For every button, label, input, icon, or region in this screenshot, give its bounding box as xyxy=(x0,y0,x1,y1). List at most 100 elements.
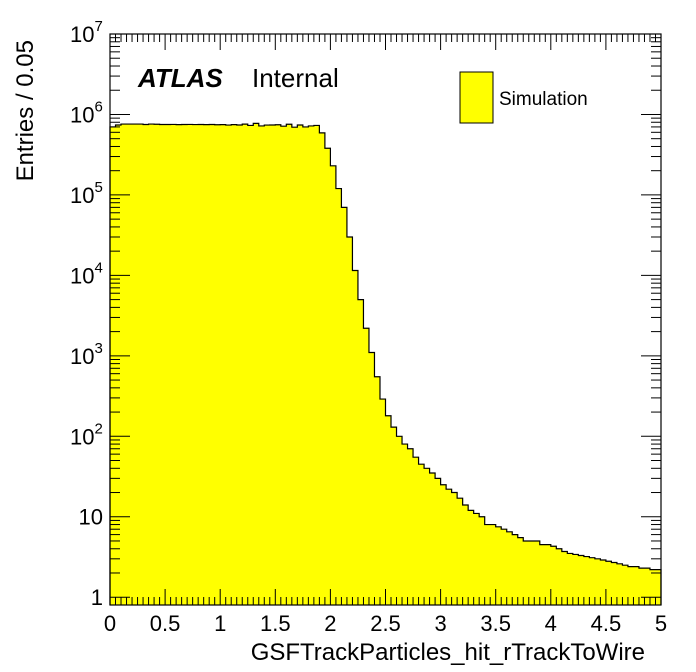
histogram-bin xyxy=(346,236,353,605)
histogram-bin xyxy=(413,457,420,605)
x-axis-ticks: 0 0.5 1 1.5 2 2.5 3 3.5 4 4.5 5 xyxy=(104,34,667,636)
histogram-bin xyxy=(236,124,243,605)
histogram-bin xyxy=(611,562,618,605)
histogram-bin xyxy=(391,427,398,605)
y-tick-label: 107 xyxy=(70,18,103,47)
atlas-label: ATLAS xyxy=(137,63,223,93)
histogram-bin xyxy=(402,444,409,605)
histogram-bin xyxy=(605,561,612,605)
x-tick-label: 0.5 xyxy=(150,611,181,636)
histogram-bin xyxy=(203,124,210,605)
x-tick-label: 4.5 xyxy=(591,611,622,636)
histogram-bin xyxy=(170,124,177,606)
histogram-bin xyxy=(539,544,546,605)
histogram-bin xyxy=(258,125,265,606)
histogram-bin xyxy=(335,188,342,605)
histogram-bin xyxy=(528,540,535,605)
histogram-bin xyxy=(302,126,309,605)
histogram-bin xyxy=(291,127,298,605)
histogram-bin xyxy=(264,125,271,605)
histogram-bin xyxy=(517,537,524,605)
histogram-bin xyxy=(275,124,282,606)
histogram-bin xyxy=(457,498,464,605)
y-tick-label: 102 xyxy=(70,420,103,449)
legend-swatch xyxy=(459,71,494,124)
histogram-bin xyxy=(269,124,276,605)
x-tick-label: 4 xyxy=(545,611,557,636)
histogram-bin xyxy=(396,436,403,605)
legend-entry-simulation: Simulation xyxy=(499,89,588,110)
histogram-bin xyxy=(424,468,431,605)
histogram-bin xyxy=(159,124,166,605)
histogram-bin xyxy=(627,566,634,605)
histogram-bin xyxy=(655,569,662,605)
histogram-bin xyxy=(462,504,469,605)
histogram-bin xyxy=(192,124,199,606)
histogram-bin xyxy=(633,566,640,605)
histogram-bin xyxy=(176,124,183,605)
histogram-bin xyxy=(374,376,381,605)
histogram-bin xyxy=(121,124,128,605)
histogram-bin xyxy=(583,556,590,605)
y-tick-label: 1 xyxy=(91,585,103,610)
histogram-bin xyxy=(368,352,375,605)
histogram-bin xyxy=(473,513,480,605)
histogram-bin xyxy=(148,124,155,605)
histogram-bin xyxy=(616,563,623,605)
histogram-bin xyxy=(435,478,442,605)
histogram-bin xyxy=(484,524,491,605)
histogram-bin xyxy=(561,551,568,605)
histogram-bin xyxy=(534,540,541,605)
histogram-bin xyxy=(110,126,117,605)
histogram-bin xyxy=(154,124,161,605)
histogram-bin xyxy=(418,464,425,605)
histogram-bin xyxy=(220,124,227,605)
histogram-bin xyxy=(567,553,574,605)
histogram-bin xyxy=(479,516,486,605)
histogram-bin xyxy=(649,569,656,605)
histogram-bin xyxy=(550,546,557,605)
y-axis-ticks: 1 10 102 103 104 105 106 107 xyxy=(70,18,661,610)
histogram-bin xyxy=(297,124,304,605)
histogram-bin xyxy=(324,148,331,605)
histogram-bin xyxy=(501,529,508,605)
y-tick-label: 10 xyxy=(79,505,103,530)
histogram-bin xyxy=(242,124,249,605)
histogram-bin xyxy=(341,207,348,606)
histogram-bin xyxy=(490,524,497,605)
histogram-bin xyxy=(600,559,607,605)
histogram-bin xyxy=(357,299,364,605)
histogram-bin xyxy=(187,124,194,606)
histogram-bin xyxy=(440,484,447,605)
histogram-bin xyxy=(352,270,359,605)
y-axis-title: Entries / 0.05 xyxy=(12,40,39,181)
histogram-bin xyxy=(115,124,122,605)
histogram-bin xyxy=(308,125,315,606)
x-tick-label: 2.5 xyxy=(370,611,401,636)
histogram-bin xyxy=(594,558,601,605)
histogram-bin xyxy=(247,125,254,606)
internal-label: Internal xyxy=(252,63,339,93)
histogram-bin xyxy=(589,557,596,605)
y-tick-label: 105 xyxy=(70,179,103,208)
histogram-bin xyxy=(280,126,287,605)
histogram-bin xyxy=(495,526,502,605)
histogram-bin xyxy=(330,165,337,605)
histogram-outline xyxy=(109,122,662,605)
histogram-bin xyxy=(286,124,293,605)
histogram-bin xyxy=(143,124,150,605)
histogram-bin xyxy=(225,125,232,605)
histogram-bin xyxy=(214,124,221,606)
histogram-bin xyxy=(556,548,563,605)
histogram-bin xyxy=(231,124,238,605)
x-tick-label: 1 xyxy=(214,611,226,636)
x-tick-label: 1.5 xyxy=(260,611,291,636)
histogram-bin xyxy=(545,544,552,605)
histogram-bin xyxy=(165,124,172,605)
x-tick-label: 0 xyxy=(104,611,116,636)
histogram-bin xyxy=(126,124,133,605)
histogram-bin xyxy=(644,568,651,605)
histogram-bin xyxy=(198,124,205,605)
y-tick-label: 106 xyxy=(70,98,103,127)
